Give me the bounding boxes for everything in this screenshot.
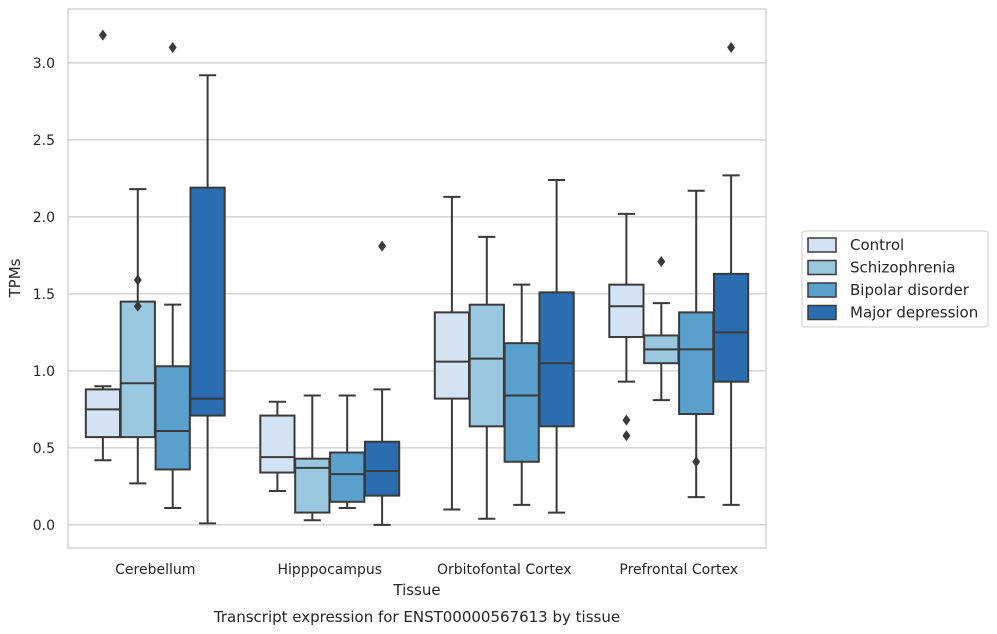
x-tick-label: Hipppocampus [277, 562, 382, 578]
flier-point [657, 256, 666, 268]
y-tick-label: 1.5 [33, 287, 55, 303]
plot-frame [67, 8, 767, 549]
box-bipolar-disorder [678, 189, 715, 499]
box-control [84, 29, 122, 462]
box-body [84, 388, 122, 439]
y-tick-label: 0.0 [33, 518, 55, 534]
legend-swatch [807, 259, 837, 276]
legend-label: Major depression [850, 304, 978, 322]
box-major-depression [538, 178, 575, 514]
box-body [678, 311, 715, 416]
x-tick-label: Cerebellum [115, 562, 195, 578]
box-schizophrenia [119, 188, 156, 485]
y-tick-label: 2.0 [33, 210, 55, 226]
box-body [154, 365, 191, 471]
legend-swatch [807, 237, 837, 253]
box-major-depression [189, 74, 226, 525]
x-axis-title: Tissue [392, 581, 440, 599]
x-tick-label: Orbitofontal Cortex [437, 562, 572, 578]
legend-label: Schizophrenia [850, 259, 955, 277]
legend-swatch [807, 304, 837, 321]
box-control [433, 195, 471, 511]
box-body [712, 272, 750, 383]
box-body [538, 291, 575, 428]
legend-swatch [807, 282, 837, 298]
box-body [503, 342, 540, 463]
box-body [259, 414, 296, 474]
box-body [119, 300, 156, 439]
box-control [608, 212, 645, 442]
boxes [84, 29, 750, 526]
y-axis-title: TPMs [6, 258, 24, 298]
legend-label: Control [850, 236, 904, 254]
flier-point [622, 430, 631, 442]
legend-label: Bipolar disorder [850, 281, 970, 299]
flier-point [98, 29, 107, 41]
flier-point [133, 274, 142, 286]
legend: Control Schizophrenia Bipolar disorder Majo… [801, 230, 989, 328]
y-tick-label: 0.5 [33, 441, 55, 457]
box-body [189, 186, 226, 417]
y-tick-label: 2.5 [33, 133, 55, 149]
box-body [363, 440, 401, 497]
box-major-depression [363, 240, 401, 526]
flier-point [727, 42, 736, 53]
box-body [608, 283, 645, 339]
chart-caption: Transcript expression for ENST0000056761… [213, 608, 620, 626]
box-schizophrenia [468, 235, 505, 520]
flier-point [168, 42, 177, 53]
y-tick-label: 1.0 [33, 364, 55, 380]
box-body [468, 303, 505, 428]
y-axis-ticks: 0.0 0.5 1.0 1.5 2.0 2.5 3.0 [33, 56, 55, 534]
box-major-depression [712, 42, 750, 506]
flier-point [378, 240, 387, 252]
box-control [259, 400, 296, 493]
x-axis-ticks: Cerebellum Hipppocampus Orbitofontal Corte… [115, 562, 738, 578]
box-bipolar-disorder [154, 42, 191, 509]
box-bipolar-disorder [503, 283, 540, 506]
y-tick-label: 3.0 [33, 56, 55, 72]
box-bipolar-disorder [329, 394, 366, 509]
box-schizophrenia [294, 394, 331, 522]
flier-point [133, 300, 142, 312]
legend-frame [801, 230, 989, 328]
flier-point [622, 414, 631, 426]
box-body [433, 311, 471, 400]
x-tick-label: Prefrontal Cortex [619, 562, 738, 578]
box-schizophrenia [643, 256, 680, 402]
box-body [329, 451, 366, 503]
flier-point [692, 456, 701, 468]
box-body [294, 457, 331, 514]
